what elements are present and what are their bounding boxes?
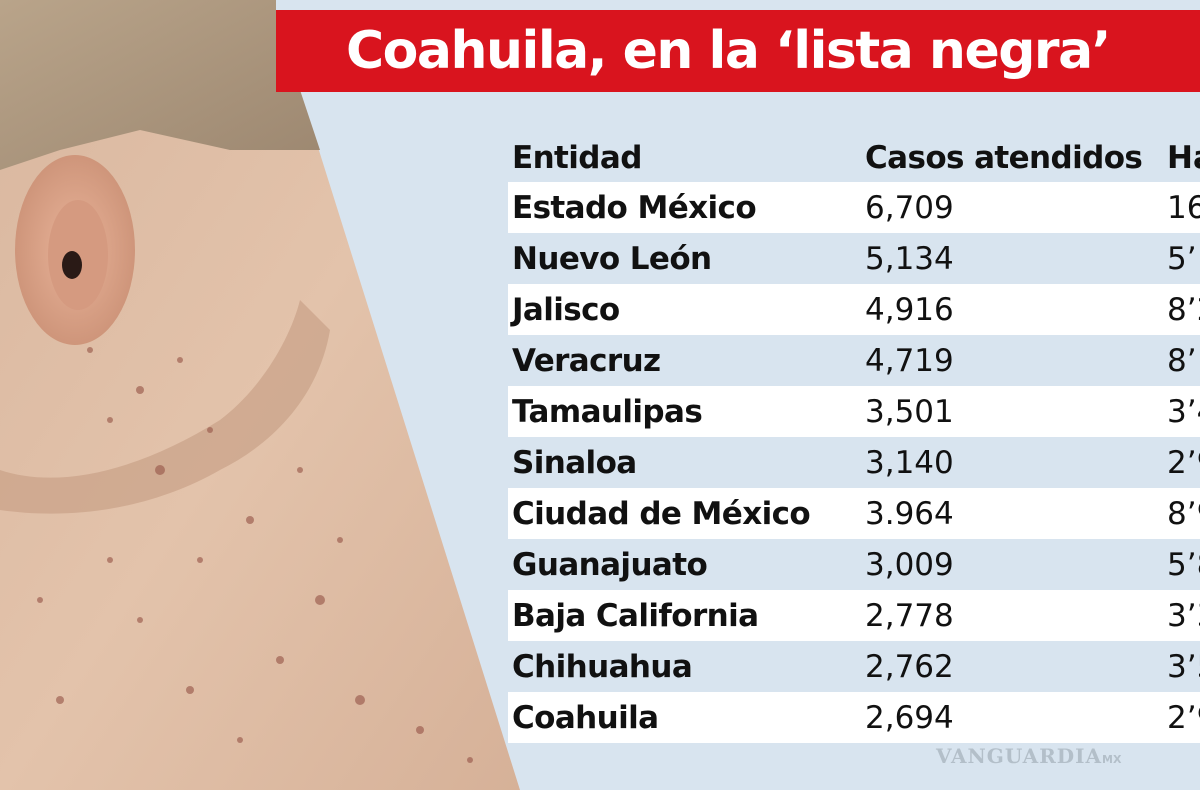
row-habitantes: 3’4 (1167, 393, 1200, 430)
row-habitantes: 8’1 (1167, 342, 1200, 379)
table-row: Chihuahua 2,762 3’5 (508, 641, 1200, 692)
row-habitantes: 5’1 (1167, 240, 1200, 277)
table-row: Veracruz 4,719 8’1 (508, 335, 1200, 386)
row-casos: 3,009 (865, 546, 954, 583)
row-entidad: Veracruz (512, 342, 661, 379)
table-row: Jalisco 4,916 8’2 (508, 284, 1200, 335)
table-row: Baja California 2,778 3’3 (508, 590, 1200, 641)
table-row: Coahuila 2,694 2’9 (508, 692, 1200, 743)
table-header: Entidad Casos atendidos Ha (508, 134, 1200, 182)
row-casos: 3.964 (865, 495, 954, 532)
row-casos: 4,719 (865, 342, 954, 379)
table-row: Nuevo León 5,134 5’1 (508, 233, 1200, 284)
row-habitantes: 5’8 (1167, 546, 1200, 583)
cases-table: Entidad Casos atendidos Ha Estado México… (508, 134, 1200, 743)
row-casos: 3,140 (865, 444, 954, 481)
table-row: Tamaulipas 3,501 3’4 (508, 386, 1200, 437)
watermark-brand: VANGUARDIA (936, 744, 1103, 768)
row-habitantes: 16 (1167, 189, 1200, 226)
table-row: Estado México 6,709 16 (508, 182, 1200, 233)
page-title: Coahuila, en la ‘lista negra’ (346, 21, 1111, 81)
row-entidad: Chihuahua (512, 648, 693, 685)
row-entidad: Tamaulipas (512, 393, 703, 430)
row-habitantes: 8’9 (1167, 495, 1200, 532)
row-habitantes: 3’5 (1167, 648, 1200, 685)
table-row: Guanajuato 3,009 5’8 (508, 539, 1200, 590)
row-casos: 5,134 (865, 240, 954, 277)
row-entidad: Estado México (512, 189, 757, 226)
row-entidad: Coahuila (512, 699, 659, 736)
row-habitantes: 3’3 (1167, 597, 1200, 634)
header-entidad: Entidad (512, 140, 642, 176)
watermark-suffix: MX (1102, 753, 1122, 766)
row-entidad: Ciudad de México (512, 495, 811, 532)
row-casos: 3,501 (865, 393, 954, 430)
row-casos: 2,694 (865, 699, 954, 736)
child-neck-photo (0, 0, 520, 790)
row-entidad: Nuevo León (512, 240, 712, 277)
table-row: Ciudad de México 3.964 8’9 (508, 488, 1200, 539)
row-entidad: Sinaloa (512, 444, 637, 481)
table-row: Sinaloa 3,140 2’9 (508, 437, 1200, 488)
row-casos: 6,709 (865, 189, 954, 226)
header-casos: Casos atendidos (865, 140, 1143, 176)
row-habitantes: 8’2 (1167, 291, 1200, 328)
bottom-border (0, 790, 1200, 800)
row-casos: 4,916 (865, 291, 954, 328)
row-casos: 2,778 (865, 597, 954, 634)
vanguardia-watermark: VANGUARDIAMX (936, 744, 1121, 768)
row-habitantes: 2’9 (1167, 699, 1200, 736)
row-habitantes: 2’9 (1167, 444, 1200, 481)
header-habitantes: Ha (1167, 140, 1200, 176)
row-entidad: Jalisco (512, 291, 620, 328)
title-bar: Coahuila, en la ‘lista negra’ (276, 10, 1200, 92)
row-casos: 2,762 (865, 648, 954, 685)
row-entidad: Guanajuato (512, 546, 708, 583)
row-entidad: Baja California (512, 597, 759, 634)
